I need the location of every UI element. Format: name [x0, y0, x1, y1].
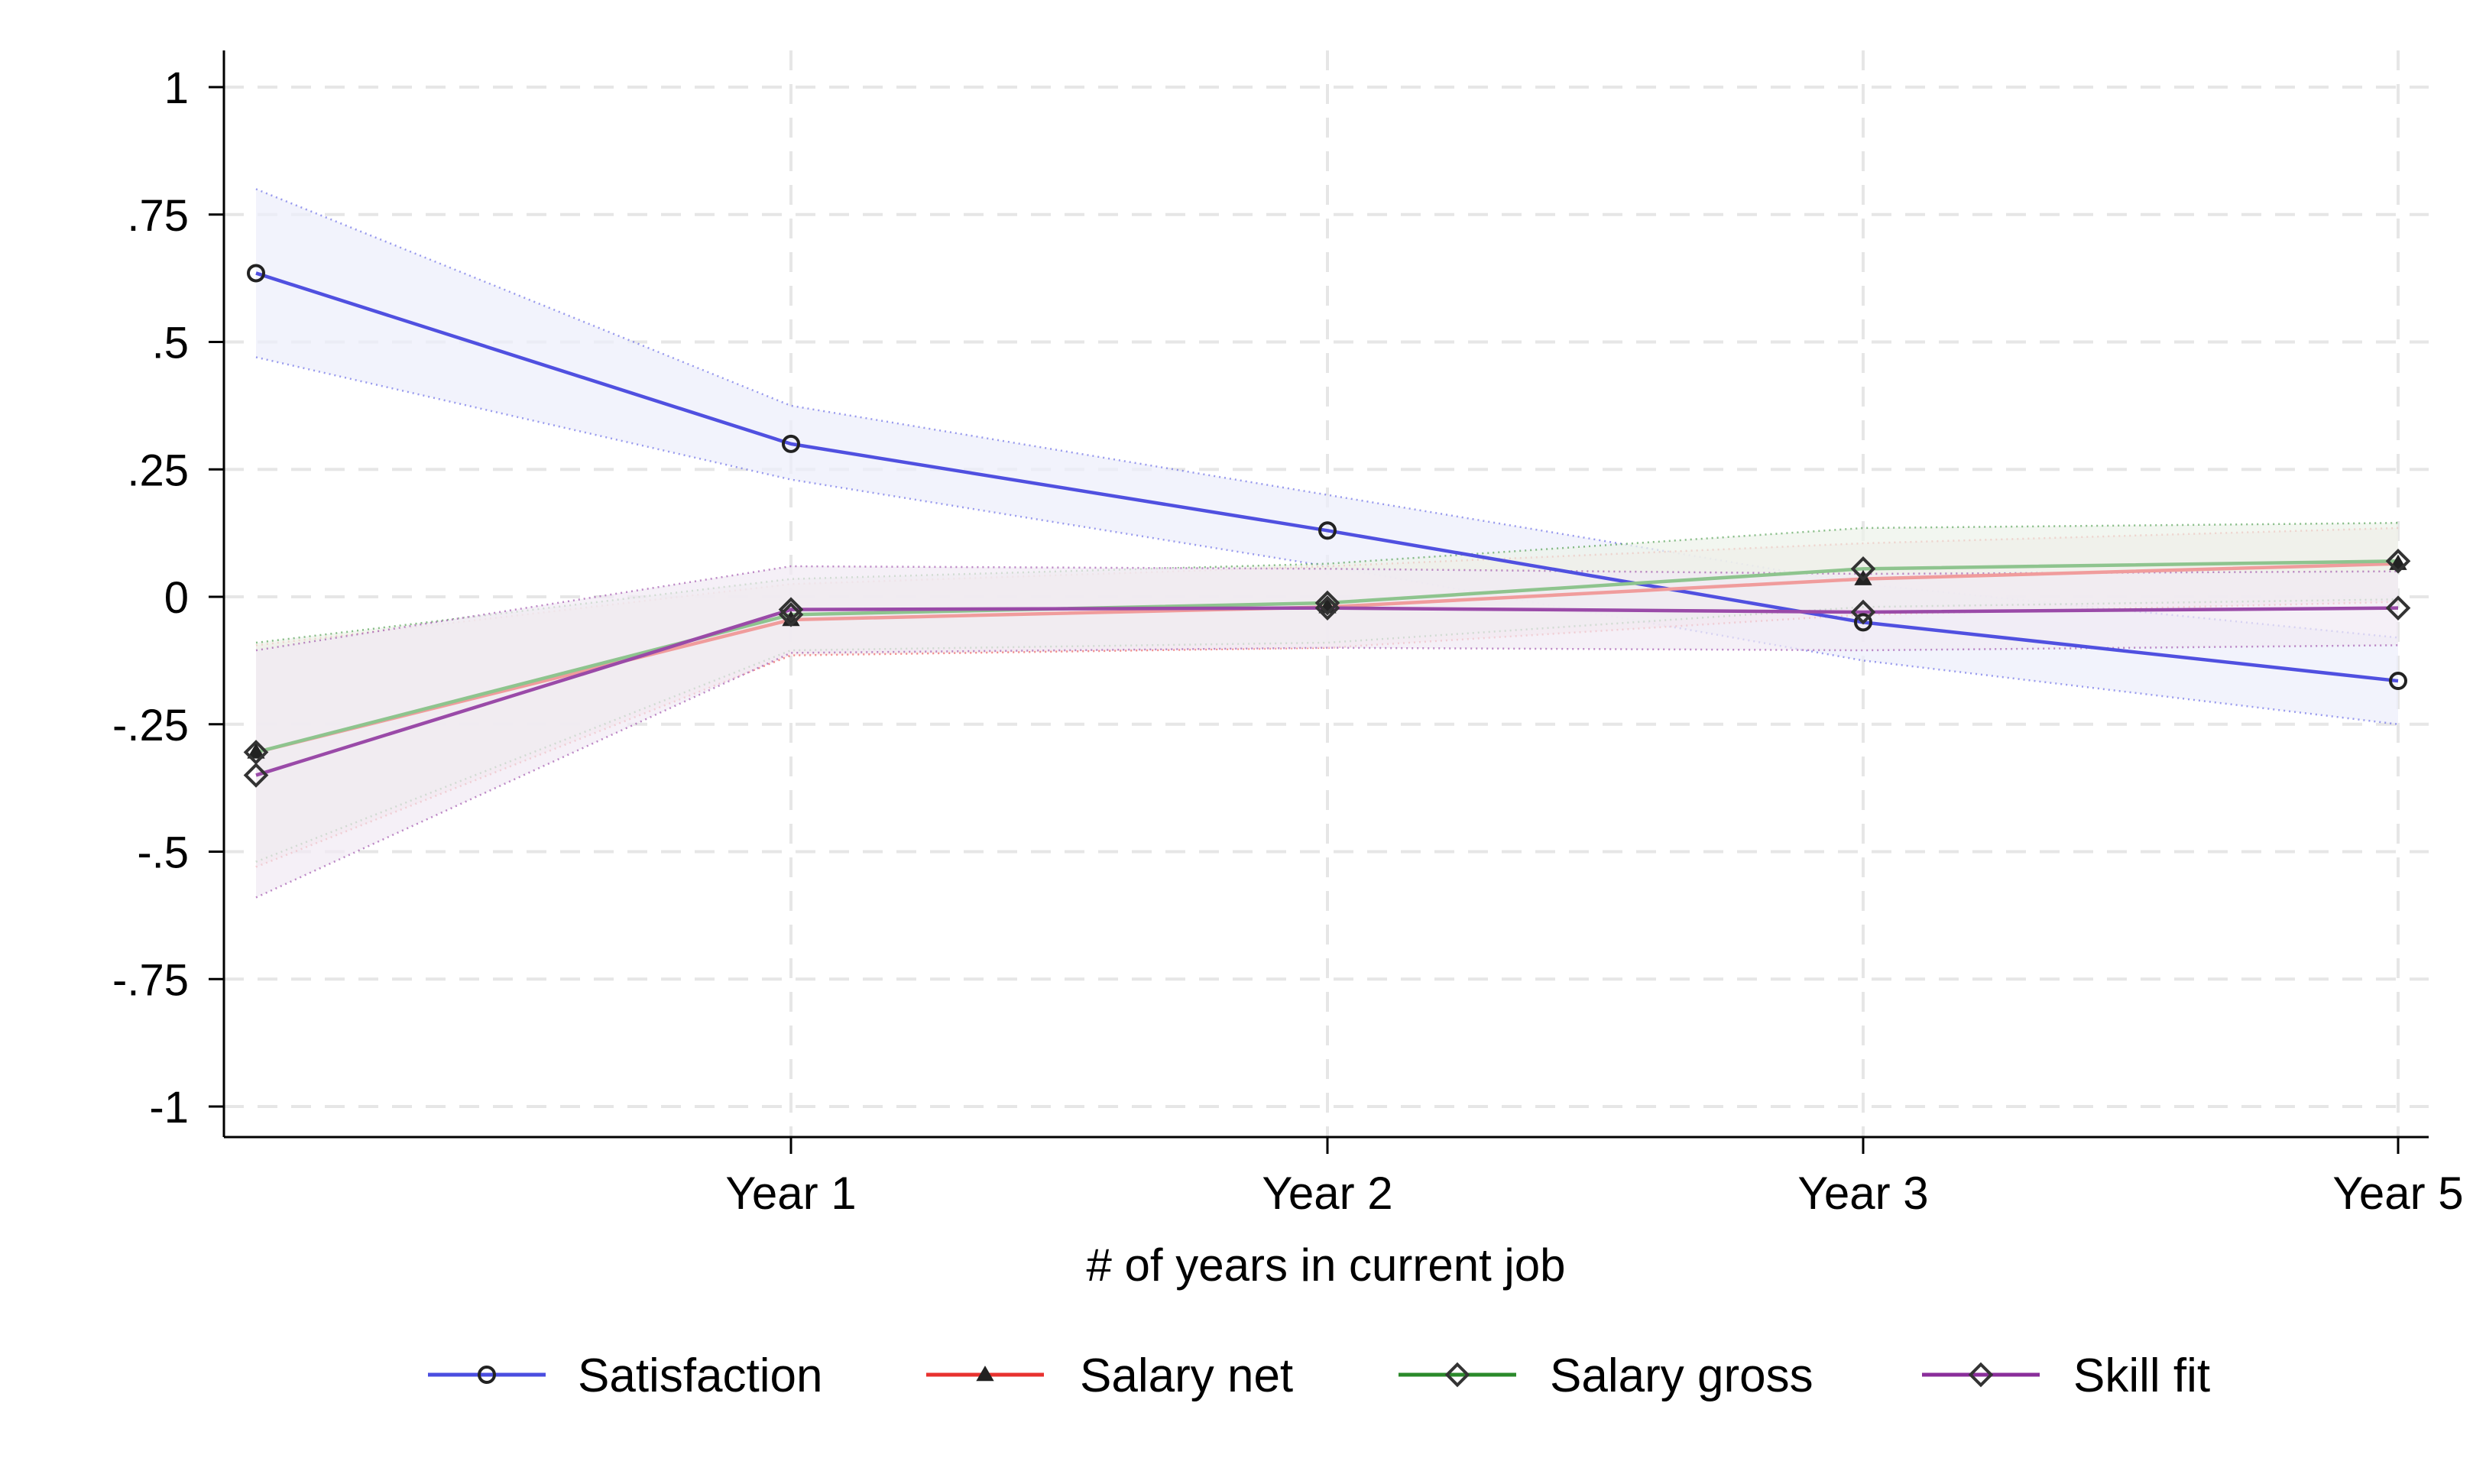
- x-axis-label: # of years in current job: [1087, 1239, 1566, 1291]
- satisfaction-point: [2389, 672, 2407, 691]
- y-tick-label: -.25: [112, 701, 189, 750]
- series-markers: [243, 264, 2411, 788]
- legend-marker: [1444, 1362, 1470, 1388]
- y-tick-label: .25: [127, 446, 189, 495]
- x-tick-label: Year 1: [725, 1168, 856, 1219]
- salary-gross-point: [2385, 548, 2411, 574]
- legend-label: Satisfaction: [578, 1350, 823, 1402]
- y-tick-label: -.5: [137, 828, 189, 878]
- legend-marker: [1968, 1362, 1994, 1388]
- legend-marker: [478, 1366, 496, 1384]
- legend-item-salary-net: Salary net: [926, 1350, 1293, 1402]
- y-tick-label: .75: [127, 191, 189, 241]
- legend-label: Salary net: [1080, 1350, 1293, 1402]
- x-tick-label: Year 2: [1262, 1168, 1392, 1219]
- y-axis-ticks: 1 .75 .5 .25 0 -.25 -.5 -.75 -1: [112, 63, 224, 1132]
- skill-fit-point: [1314, 595, 1340, 621]
- skill-fit-ci-band: [256, 565, 2398, 898]
- legend: Satisfaction Salary net Salary gross Skill …: [428, 1350, 2210, 1402]
- legend-label: Salary gross: [1550, 1350, 1813, 1402]
- legend-item-salary-gross: Salary gross: [1399, 1350, 1813, 1402]
- skill-fit-point: [1850, 599, 1876, 625]
- y-tick-label: 1: [164, 63, 189, 113]
- y-tick-label: .5: [152, 319, 189, 368]
- satisfaction-point: [1318, 521, 1337, 540]
- legend-item-skill-fit: Skill fit: [1922, 1350, 2210, 1402]
- y-tick-label: 0: [164, 573, 189, 623]
- legend-label: Skill fit: [2073, 1350, 2210, 1402]
- satisfaction-point: [247, 264, 265, 283]
- salary-gross-point: [243, 740, 269, 765]
- skill-fit-ci-boundary: [255, 644, 2399, 899]
- salary-gross-point: [1314, 590, 1340, 616]
- legend-marker: [976, 1366, 994, 1382]
- y-tick-label: -1: [149, 1083, 189, 1132]
- satisfaction-line: [255, 271, 2399, 683]
- salary-gross-point: [1850, 556, 1876, 582]
- satisfaction-point: [782, 434, 800, 453]
- salary-net-point: [247, 743, 265, 759]
- satisfaction-point: [1854, 613, 1872, 632]
- x-tick-label: Year 5: [2332, 1168, 2463, 1219]
- legend-item-satisfaction: Satisfaction: [428, 1350, 823, 1402]
- skill-fit-point: [778, 597, 804, 623]
- x-axis-ticks: Year 1 Year 2 Year 3 Year 5: [725, 1137, 2464, 1219]
- skill-fit-point: [2385, 595, 2411, 621]
- x-tick-label: Year 3: [1797, 1168, 1928, 1219]
- y-tick-label: -.75: [112, 955, 189, 1005]
- skill-fit-point: [243, 763, 269, 788]
